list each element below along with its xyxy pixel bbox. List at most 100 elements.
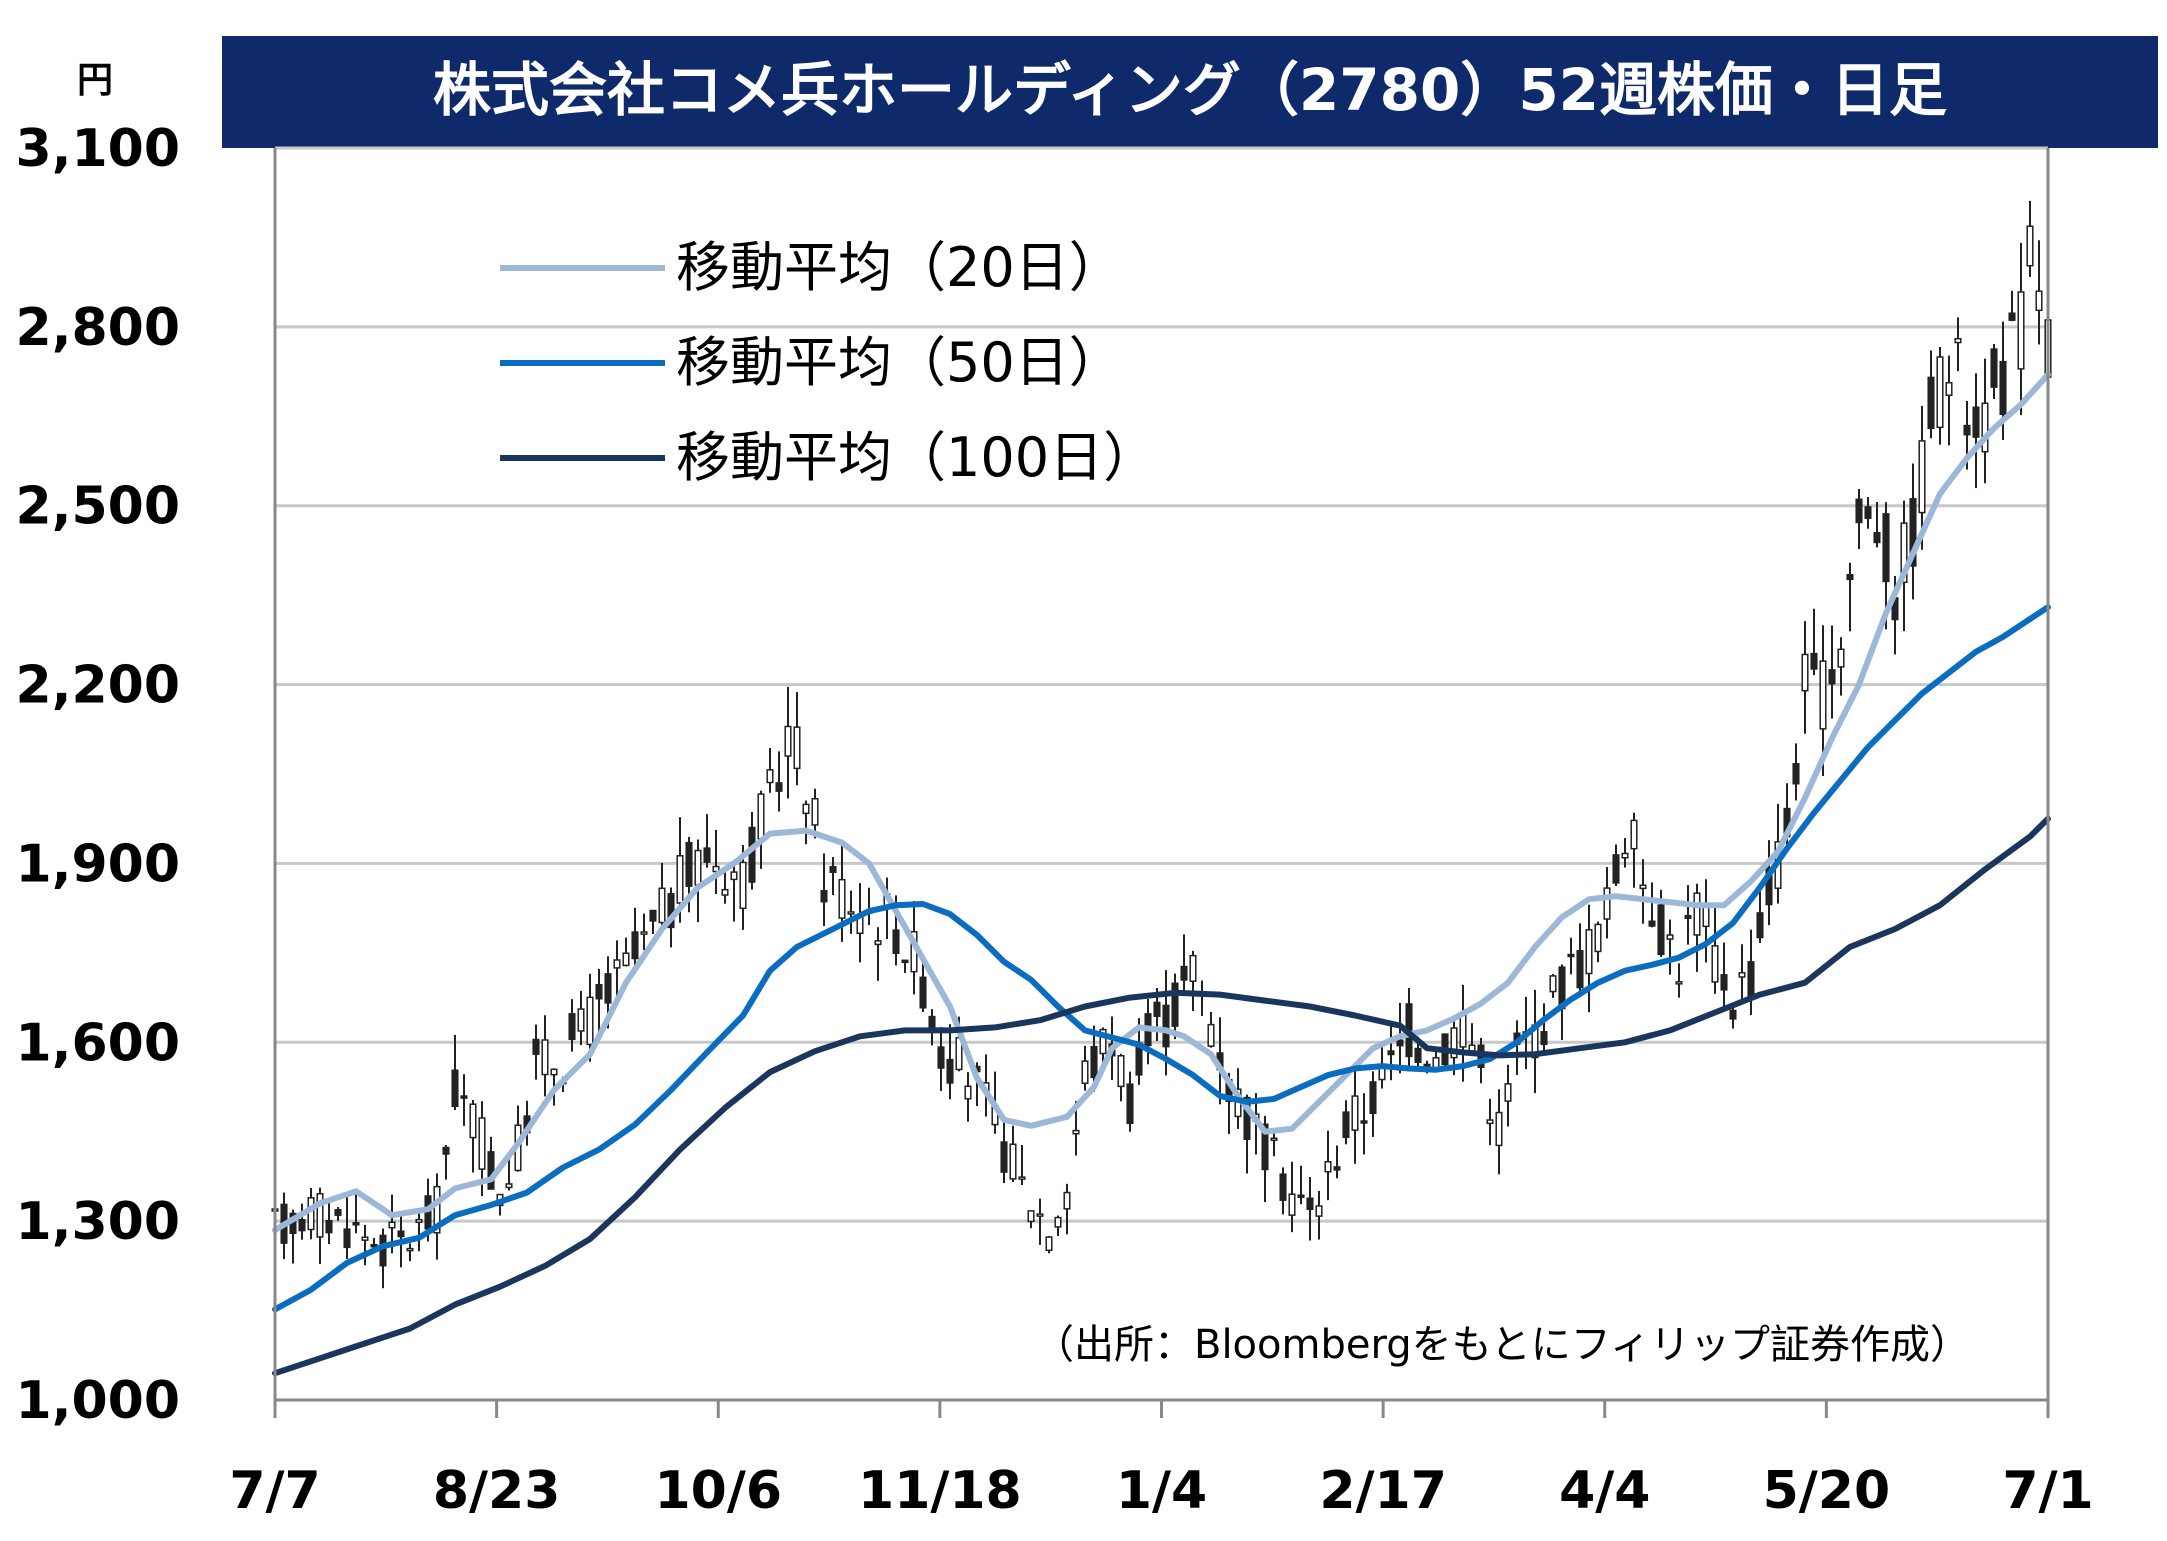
candle-body: [1036, 1213, 1044, 1217]
candle-body: [334, 1209, 342, 1216]
candle-body: [919, 976, 927, 1009]
candle-body: [685, 841, 693, 887]
candle-body: [766, 769, 774, 784]
candle-body: [892, 929, 900, 954]
candle-body: [361, 1236, 369, 1241]
candle-body: [1864, 506, 1872, 519]
candle-body: [1567, 953, 1575, 958]
candle-body: [1990, 348, 1998, 388]
candle-body: [1009, 1143, 1017, 1180]
candle-body: [370, 1243, 378, 1248]
candle-body: [793, 726, 801, 770]
candle-body: [1126, 1083, 1134, 1125]
candle-body: [352, 1222, 360, 1226]
candle-body: [379, 1234, 387, 1267]
candle-body: [1675, 981, 1683, 985]
candle-body: [757, 793, 765, 840]
candle-body: [1018, 1176, 1026, 1180]
x-tick-label: 7/1: [2002, 1461, 2093, 1521]
candle-body: [1081, 1060, 1089, 1084]
candle-body: [541, 1039, 549, 1076]
candle-body: [631, 931, 639, 960]
candle-body: [397, 1230, 405, 1238]
y-tick-label: 2,200: [16, 656, 180, 716]
candle-body: [1711, 945, 1719, 983]
candle-body: [1540, 1031, 1548, 1046]
candle-body: [1000, 1141, 1008, 1173]
candle-body: [2017, 291, 2025, 370]
candle-body: [1792, 763, 1800, 785]
x-tick-label: 8/23: [433, 1461, 561, 1521]
candle-body: [2008, 312, 2016, 321]
x-tick-label: 5/20: [1763, 1461, 1891, 1521]
candle-body: [406, 1247, 414, 1252]
candle-body: [676, 855, 684, 904]
candle-body: [1270, 1137, 1278, 1141]
candle-body: [2035, 290, 2043, 312]
candle-body: [1639, 884, 1647, 890]
candle-body: [1054, 1216, 1062, 1228]
axes: 1,000 1,300 1,600 1,900 2,200 2,500 2,800 3,100…: [16, 119, 2094, 1521]
candle-body: [703, 847, 711, 863]
candle-body: [1765, 867, 1773, 906]
candle-body: [838, 878, 846, 919]
candle-body: [307, 1197, 315, 1231]
title-banner: [222, 36, 2158, 148]
candle-body: [1999, 360, 2007, 416]
moving-average-lines: [272, 371, 2051, 1377]
candle-body: [1342, 1111, 1350, 1139]
x-tick-label: 4/4: [1559, 1461, 1650, 1521]
candle-body: [1603, 887, 1611, 920]
candle-body: [1738, 972, 1746, 978]
x-tick-label: 2/17: [1319, 1461, 1447, 1521]
candle-body: [1414, 1047, 1422, 1063]
candle-body: [1495, 1111, 1503, 1147]
candle-body: [1666, 934, 1674, 940]
legend-label: 移動平均（50日）: [676, 331, 1123, 394]
candle-body: [928, 1015, 936, 1028]
candle-body: [1657, 904, 1665, 956]
candle-body: [937, 1046, 945, 1069]
candle-body: [658, 887, 666, 924]
candle-body: [1387, 1050, 1395, 1056]
candle-body: [784, 725, 792, 757]
candle-body: [1900, 522, 1908, 583]
candle-body: [1729, 1009, 1737, 1020]
candle-body: [802, 803, 810, 815]
candle-body: [1981, 402, 1989, 453]
candle-body: [1801, 653, 1809, 692]
candle-body: [1162, 1004, 1170, 1048]
candle-body: [1972, 406, 1980, 438]
candle-body: [1063, 1191, 1071, 1210]
candle-body: [739, 861, 747, 910]
candle-body: [1459, 1014, 1467, 1048]
candle-body: [1612, 854, 1620, 884]
legend-label: 移動平均（100日）: [676, 426, 1157, 489]
candle-body: [1306, 1197, 1314, 1211]
candle-body: [1360, 1120, 1368, 1124]
y-tick-label: 2,800: [16, 298, 180, 358]
candle-body: [1936, 356, 1944, 429]
candle-body: [1090, 1045, 1098, 1079]
candle-body: [1648, 920, 1656, 927]
candle-body: [604, 973, 612, 1004]
candle-body: [1117, 1055, 1125, 1088]
candle-body: [622, 952, 630, 967]
candle-body: [1351, 1095, 1359, 1131]
candle-body: [946, 1058, 954, 1084]
candle-body: [874, 940, 882, 946]
candle-body: [613, 959, 621, 969]
ma-line: [272, 604, 2051, 1313]
candle-body: [1819, 660, 1827, 730]
candle-body: [1882, 513, 1890, 583]
chart-title: 株式会社コメ兵ホールディング（2780）52週株価・日足: [433, 56, 1947, 124]
y-tick-label: 1,900: [16, 834, 180, 894]
candle-body: [640, 931, 648, 935]
candle-body: [1684, 914, 1692, 919]
candle-body: [1594, 923, 1602, 953]
gridlines: [275, 146, 2048, 1223]
candle-body: [694, 849, 702, 886]
candle-body: [478, 1117, 486, 1170]
